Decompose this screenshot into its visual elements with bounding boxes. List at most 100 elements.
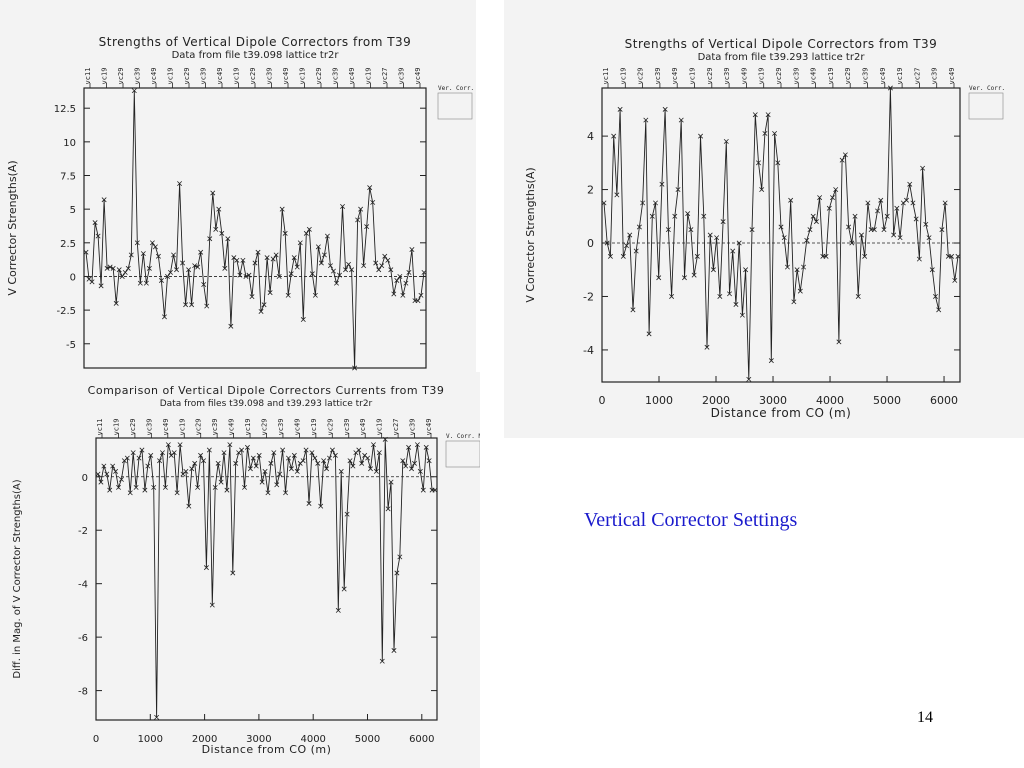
data-point-marker [280,447,286,453]
x-tick-label: 1000 [645,394,673,407]
data-point-marker [936,307,942,313]
chart-panel-strengths-t39-293: Strengths of Vertical Dipole Correctors … [504,0,1024,438]
corrector-label: vc11 [96,419,104,436]
data-point-marker [98,283,104,289]
data-point-marker [256,452,262,458]
data-point-marker [213,226,219,232]
corrector-label: vc19 [233,68,241,85]
data-point-marker [614,192,620,198]
data-point-marker [318,260,324,266]
data-point-marker [400,458,406,464]
data-point-marker [183,302,189,308]
data-point-marker [246,272,252,278]
data-point-marker [225,236,231,242]
data-point-marker [283,490,289,496]
corrector-label: vc19 [689,68,697,85]
data-point-marker [412,460,417,466]
data-point-marker [630,307,636,313]
series-line [603,87,959,380]
data-point-marker [206,447,212,453]
data-point-marker [653,200,658,206]
data-point-marker [403,280,409,286]
data-point-marker [104,471,110,477]
data-point-marker [607,253,613,259]
data-point-marker [312,455,318,461]
data-point-marker [698,133,704,139]
data-point-marker [675,187,681,193]
data-point-marker [309,271,315,277]
data-point-marker [216,206,222,212]
data-point-marker [382,253,388,259]
y-axis-label: Diff. in Mag. of V Corrector Strengths(A… [12,479,23,678]
corrector-label: vc49 [293,419,301,436]
data-point-marker [195,264,201,270]
data-point-marker [204,303,210,309]
y-axis-label: V Corrector Strengths(A) [6,160,19,295]
data-point-marker [636,224,642,230]
chart-svg-a: Strengths of Vertical Dipole Correctors … [6,35,474,371]
data-point-marker [171,252,177,258]
corrector-label: vc29 [249,68,257,85]
data-point-marker [394,278,400,283]
data-point-marker [271,450,277,456]
data-point-marker [376,267,382,273]
data-point-marker [207,236,213,242]
data-point-marker [727,291,732,297]
data-point-marker [823,253,829,259]
chart-subtitle: Data from file t39.098 lattice tr2r [172,50,340,61]
data-point-marker [224,487,230,493]
data-point-marker [836,339,842,345]
data-point-marker [255,249,261,255]
page-number: 14 [917,709,933,726]
data-point-marker [418,292,424,298]
data-point-marker [143,280,149,286]
data-point-marker [349,267,355,273]
data-point-marker [862,253,868,259]
data-point-marker [83,249,89,255]
data-point-marker [228,323,234,329]
data-point-marker [781,235,787,241]
data-point-marker [685,211,691,217]
data-point-marker [243,273,249,279]
data-point-marker [227,442,233,448]
data-point-marker [376,450,382,456]
corrector-label: vc19 [178,419,186,436]
data-point-marker [649,213,655,219]
data-point-marker [833,187,839,193]
data-point-marker [810,213,816,219]
chart-svg-b: Strengths of Vertical Dipole Correctors … [524,37,1005,420]
corrector-label: vc19 [310,419,318,436]
data-point-marker [920,165,926,171]
data-point-marker [164,273,170,279]
data-point-marker [875,208,881,214]
data-point-marker [338,468,344,474]
data-point-marker [432,487,438,493]
corrector-label: vc27 [392,419,400,436]
data-point-marker [406,444,412,450]
data-point-marker [949,253,955,259]
corrector-label: vc39 [792,68,800,85]
data-point-marker [830,195,835,201]
data-point-marker [955,253,961,259]
chart-subtitle: Data from file t39.293 lattice tr2r [698,52,866,63]
data-point-marker [397,554,403,560]
data-point-marker [201,458,206,464]
data-point-marker [209,602,215,608]
data-point-marker [624,243,630,249]
data-point-marker [183,468,189,474]
data-point-marker [807,227,813,233]
corrector-label: vc49 [216,68,224,85]
data-point-marker [881,227,887,233]
y-tick-label: 2 [587,184,594,197]
corrector-label: vc49 [740,68,748,85]
data-point-marker [365,455,371,461]
data-point-marker [391,648,397,653]
data-point-marker [646,331,652,337]
data-point-marker [817,195,823,201]
data-point-marker [707,232,713,238]
data-point-marker [240,257,246,263]
data-point-marker [249,294,255,300]
data-point-marker [300,458,306,464]
data-point-marker [303,447,309,453]
data-point-marker [332,452,338,458]
